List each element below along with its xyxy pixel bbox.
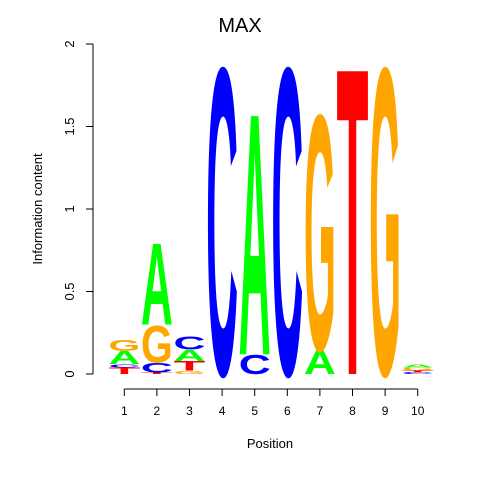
logo-letter-t: T (174, 358, 206, 373)
x-tick-label: 1 (121, 404, 128, 418)
chart-title: MAX (218, 15, 261, 37)
logo-letter-g: G (402, 367, 434, 372)
logo-letter-g: G (304, 45, 336, 421)
logo-letter-a: A (239, 43, 271, 429)
x-tick-label: 4 (219, 404, 226, 418)
logo-letter-a: A (174, 347, 206, 365)
y-tick-label: 0 (62, 370, 77, 377)
y-tick-label: 1.5 (62, 117, 77, 135)
logo-letter-c: C (108, 363, 140, 368)
logo-letter-c: C (239, 349, 271, 380)
x-tick-label: 2 (154, 404, 161, 418)
logo-letter-t: T (337, 0, 369, 468)
x-tick-label: 5 (251, 404, 258, 418)
logo-letter-g: G (369, 0, 401, 468)
logo-letter-c: C (174, 333, 206, 354)
y-axis: 0 0.5 1 1.5 2 (62, 40, 94, 378)
logo-letter-c: C (141, 360, 173, 376)
y-axis-label: Information content (30, 153, 45, 265)
logo-letter-a: A (304, 344, 336, 382)
x-tick-label: 6 (284, 404, 291, 418)
logo-letter-t: T (402, 370, 434, 373)
x-tick-label: 8 (349, 404, 356, 418)
logo-letter-a: A (141, 219, 173, 350)
x-tick-label: 7 (317, 404, 324, 418)
logo-letter-g: G (141, 316, 173, 375)
y-tick-label: 2 (62, 40, 77, 47)
logo-letter-t: T (108, 366, 140, 376)
y-tick-label: 1 (62, 205, 77, 212)
logo-letter-a: A (402, 363, 434, 368)
logo-letter-c: C (402, 372, 434, 375)
x-tick-label: 9 (382, 404, 389, 418)
x-tick-label: 3 (186, 404, 193, 418)
logo-letter-c: C (271, 0, 303, 468)
logo-letter-g: G (108, 336, 140, 354)
logo-letter-t: T (141, 372, 173, 375)
y-tick-label: 0.5 (62, 282, 77, 300)
logo-letter-c: C (206, 0, 238, 468)
x-axis: 1 2 3 4 5 6 7 8 9 10 (121, 388, 425, 418)
logo-letter-a: A (108, 348, 140, 369)
x-tick-label: 10 (411, 404, 425, 418)
logo-letter-g: G (174, 370, 206, 375)
x-axis-label: Position (247, 436, 293, 451)
